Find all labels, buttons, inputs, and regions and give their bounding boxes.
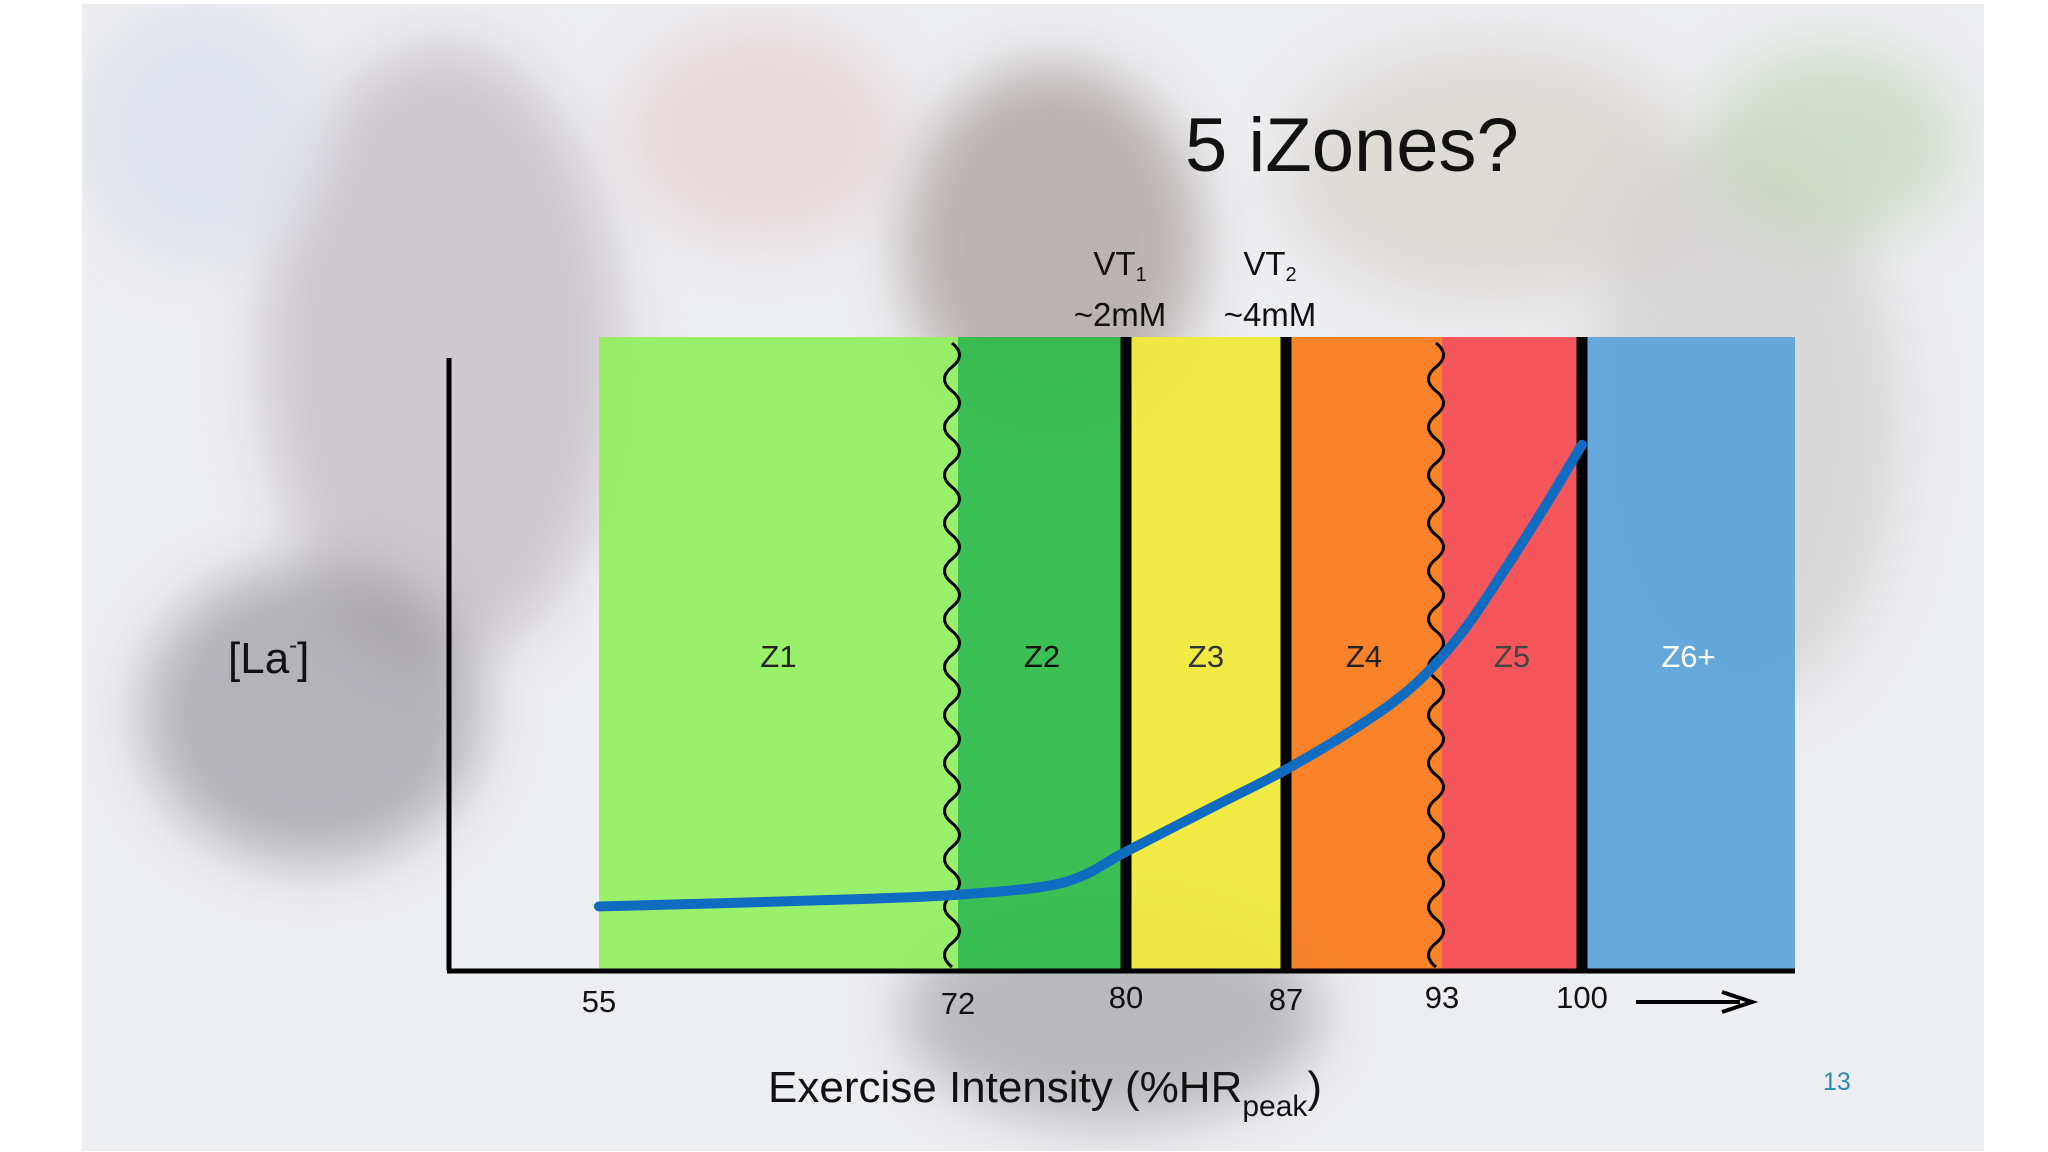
x-tick-80: 80: [1109, 980, 1143, 1015]
fuzzy-boundary-2: [1427, 341, 1445, 969]
lactate-curve: [594, 439, 1587, 912]
zone-band-3: [1126, 337, 1286, 971]
x-tick-labels: 55 72 80 87 93 100: [582, 980, 1608, 1021]
x-tick-87: 87: [1269, 982, 1303, 1017]
y-axis-label: [La-]: [228, 632, 310, 683]
threshold-vt2: VT2 ~4mM: [1205, 244, 1335, 335]
zone-label-2: Z2: [1024, 639, 1060, 674]
threshold-vt1: VT1 ~2mM: [1055, 244, 1185, 335]
x-tick-100: 100: [1556, 980, 1608, 1015]
zone-band-6: [1582, 337, 1795, 971]
x-tick-72: 72: [941, 986, 975, 1021]
x-tick-93: 93: [1425, 980, 1459, 1015]
zone-label-1: Z1: [760, 639, 796, 674]
zone-label-5: Z5: [1494, 639, 1530, 674]
threshold-vt1-name: VT1: [1093, 245, 1147, 286]
background-photo: [82, 4, 1984, 1151]
zone-band-5: [1442, 337, 1582, 971]
slide-title: 5 iZones?: [1185, 103, 1519, 188]
zone-label-4: Z4: [1346, 639, 1382, 674]
zone-labels: Z1 Z2 Z3 Z4 Z5 Z6+: [760, 639, 1715, 674]
threshold-vt2-name: VT2: [1243, 245, 1297, 286]
slide-number: 13: [1823, 1068, 1851, 1096]
x-axis-label: Exercise Intensity (%HRpeak): [768, 1063, 1323, 1123]
zone-label-3: Z3: [1188, 639, 1224, 674]
zone-band-1: [599, 337, 958, 971]
fuzzy-boundaries: [943, 341, 1445, 969]
x-tick-55: 55: [582, 984, 616, 1019]
x-axis-arrow: [1636, 990, 1759, 1014]
zone-band-4: [1286, 337, 1442, 971]
fuzzy-boundary-1: [943, 341, 961, 969]
threshold-vt1-value: ~2mM: [1073, 296, 1167, 333]
axes: [446, 358, 1795, 1014]
threshold-vt2-value: ~4mM: [1223, 296, 1317, 333]
zone-label-6: Z6+: [1661, 639, 1715, 674]
